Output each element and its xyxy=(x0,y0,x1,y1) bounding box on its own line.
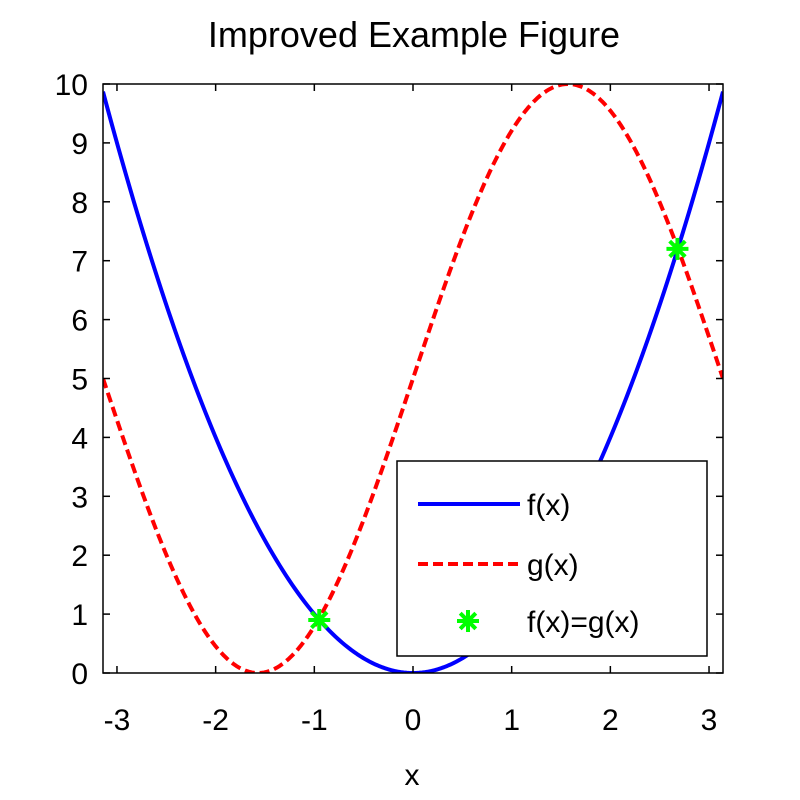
x-tick-label: 3 xyxy=(701,704,718,737)
chart-title: Improved Example Figure xyxy=(208,14,620,55)
y-tick-label: 3 xyxy=(71,481,88,514)
y-tick-label: 10 xyxy=(55,69,88,102)
legend-label: g(x) xyxy=(527,549,579,582)
legend: f(x) g(x) f(x)=g(x) xyxy=(396,460,708,657)
intersection-point-1 xyxy=(666,237,689,260)
x-tick-label: -3 xyxy=(104,704,131,737)
legend-marker-intersection xyxy=(457,610,479,632)
legend-label: f(x) xyxy=(527,489,570,522)
x-axis-label: x xyxy=(405,759,420,792)
y-tick-label: 5 xyxy=(71,364,88,397)
y-tick-label: 8 xyxy=(71,187,88,220)
y-tick-label: 2 xyxy=(71,540,88,573)
intersection-point-0 xyxy=(308,608,331,631)
y-tick-label: 7 xyxy=(71,246,88,279)
y-tick-label: 6 xyxy=(71,305,88,338)
y-tick-label: 0 xyxy=(71,658,88,691)
plot-area xyxy=(103,84,723,673)
x-tick-label: 1 xyxy=(503,704,520,737)
legend-label: f(x)=g(x) xyxy=(527,606,640,639)
series-line-g-x xyxy=(103,84,723,673)
axes: -3 -2 -1 0 1 2 3 0 1 2 3 4 5 6 7 8 9 10 xyxy=(55,69,724,737)
x-tick-label: -2 xyxy=(202,704,229,737)
x-tick-label: -1 xyxy=(301,704,328,737)
y-tick-label: 1 xyxy=(71,599,88,632)
y-tick-label: 4 xyxy=(71,422,88,455)
series-line-f-x xyxy=(103,91,723,673)
y-tick-label: 9 xyxy=(71,128,88,161)
legend-box xyxy=(396,460,708,657)
series-group xyxy=(103,84,723,673)
x-tick-label: 2 xyxy=(602,704,619,737)
x-tick-label: 0 xyxy=(405,704,422,737)
